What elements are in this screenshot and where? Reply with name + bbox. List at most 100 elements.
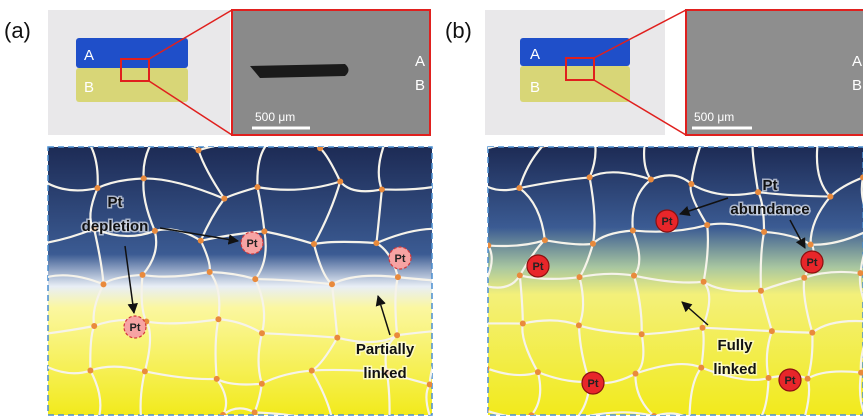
- panel-label: (b): [445, 18, 472, 43]
- pt-label: Pt: [807, 257, 818, 269]
- scale-bar-label: 500 μm: [255, 110, 295, 124]
- crosslink: [480, 283, 486, 289]
- photo-label: B: [530, 79, 540, 96]
- annotation: linked: [363, 365, 406, 382]
- chain: [442, 136, 447, 183]
- crosslink: [40, 178, 46, 184]
- annotation: linked: [713, 361, 756, 378]
- sem-label: A: [852, 53, 862, 70]
- crosslink: [700, 325, 706, 331]
- chain: [703, 138, 752, 143]
- crosslink: [37, 360, 43, 366]
- annotation: Pt: [108, 194, 123, 211]
- crosslink: [100, 281, 106, 287]
- crosslink: [220, 412, 226, 418]
- crosslink: [827, 194, 833, 200]
- chain: [441, 184, 449, 229]
- crosslink: [221, 196, 227, 202]
- crosslink: [140, 272, 146, 278]
- crosslink: [758, 288, 764, 294]
- chain: [28, 181, 43, 246]
- crosslink: [688, 181, 694, 187]
- crosslink: [590, 241, 596, 247]
- pt-label: Pt: [785, 375, 796, 387]
- crosslink: [214, 376, 220, 382]
- crosslink: [317, 145, 323, 151]
- pt-label: Pt: [588, 378, 599, 390]
- annotation: Pt: [763, 177, 778, 194]
- crosslink: [329, 281, 335, 287]
- panel-label: (a): [4, 18, 31, 43]
- crosslink: [373, 240, 379, 246]
- photo-label: A: [84, 47, 94, 64]
- crosslink: [809, 330, 815, 336]
- crosslink: [95, 185, 101, 191]
- crosslink: [91, 323, 97, 329]
- chain: [84, 136, 152, 144]
- crosslink: [805, 376, 811, 382]
- crosslink: [587, 174, 593, 180]
- crosslink: [535, 369, 541, 375]
- crosslink: [269, 137, 275, 143]
- crosslink: [261, 228, 267, 234]
- chain: [467, 324, 486, 369]
- crosslink: [215, 316, 221, 322]
- chain: [437, 229, 441, 281]
- crosslink: [755, 189, 761, 195]
- pt-label: Pt: [662, 216, 673, 228]
- crosslink: [195, 147, 201, 153]
- sem-label: B: [852, 77, 862, 94]
- crosslink: [198, 238, 204, 244]
- crosslink: [648, 177, 654, 183]
- crosslink: [704, 222, 710, 228]
- crosslink: [207, 269, 213, 275]
- crosslink: [142, 368, 148, 374]
- crosslink: [698, 365, 704, 371]
- crosslink: [334, 335, 340, 341]
- crosslink: [761, 229, 767, 235]
- crosslink: [141, 175, 147, 181]
- scale-bar-label: 500 μm: [694, 110, 734, 124]
- crosslink: [252, 276, 258, 282]
- crosslink: [446, 327, 452, 333]
- pt-label: Pt: [395, 253, 406, 265]
- crosslink: [395, 274, 401, 280]
- crosslink: [427, 381, 433, 387]
- photo-label: B: [84, 79, 94, 96]
- annotation: Fully: [717, 337, 753, 354]
- crosslink: [149, 139, 155, 145]
- crosslink: [483, 365, 489, 371]
- crosslink: [631, 273, 637, 279]
- crosslink: [437, 278, 443, 284]
- crosslink: [259, 330, 265, 336]
- crosslink: [801, 275, 807, 281]
- crosslink: [35, 140, 41, 146]
- crosslink: [485, 243, 491, 249]
- crack: [250, 64, 349, 78]
- crosslink: [632, 371, 638, 377]
- crosslink: [152, 228, 158, 234]
- photo-label: A: [530, 46, 540, 63]
- crosslink: [577, 274, 583, 280]
- chain: [467, 286, 483, 324]
- annotation: Partially: [356, 341, 415, 358]
- crosslink: [379, 186, 385, 192]
- crosslink: [259, 381, 265, 387]
- crosslink: [87, 368, 93, 374]
- crosslink: [311, 241, 317, 247]
- chain: [819, 136, 863, 146]
- pt-label: Pt: [533, 261, 544, 273]
- crosslink: [470, 150, 476, 156]
- crosslink: [769, 328, 775, 334]
- crosslink: [517, 272, 523, 278]
- crosslink: [749, 139, 755, 145]
- crosslink: [766, 375, 772, 381]
- crosslink: [444, 181, 450, 187]
- crosslink: [808, 242, 814, 248]
- crosslink: [475, 176, 481, 182]
- crosslink: [309, 368, 315, 374]
- crosslink: [254, 184, 260, 190]
- crosslink: [630, 227, 636, 233]
- crosslink: [438, 226, 444, 232]
- chain: [38, 134, 84, 144]
